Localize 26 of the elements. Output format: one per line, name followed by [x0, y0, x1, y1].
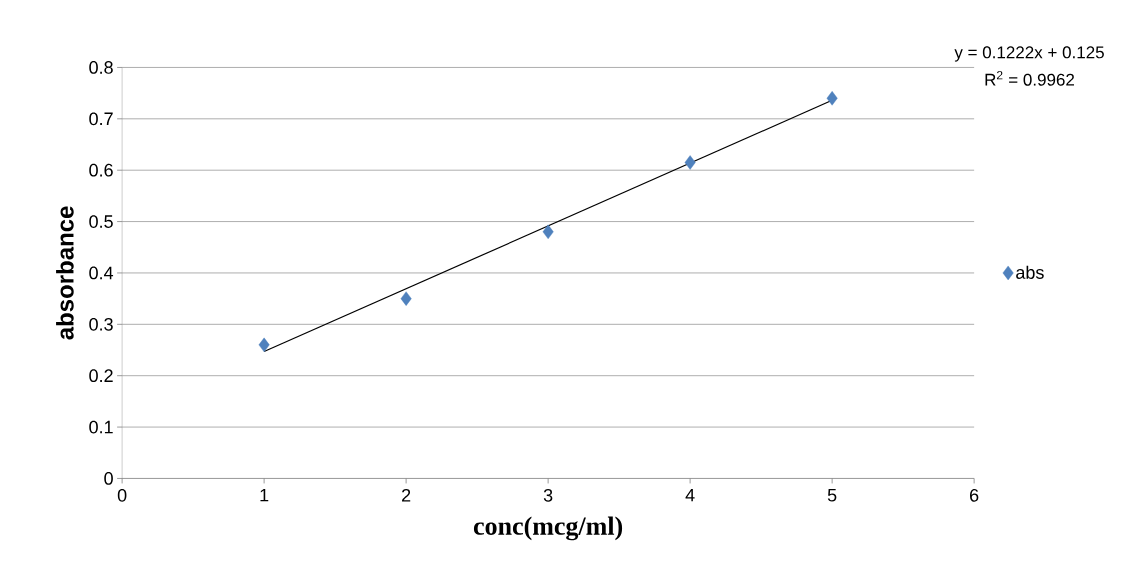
text: R$^{2}$ = 0.9962: [985, 70, 1075, 86]
text: y = 0.1222x + 0.125: [954, 46, 1104, 62]
x-tick-label: 6: [970, 488, 979, 502]
y-tick-label: 0.6: [89, 163, 113, 177]
y-tick-label: 0.2: [89, 369, 113, 383]
y-tick-label: 0.3: [89, 317, 113, 331]
x-tick-label: 5: [827, 488, 837, 502]
legend-label: abs: [1016, 265, 1044, 279]
x-tick-label: 0: [117, 488, 127, 502]
point: [542, 224, 554, 240]
y-tick-label: 0.5: [89, 215, 113, 228]
y-tick-label: 0.1: [89, 420, 113, 434]
x-axis-title: conc(mcg/ml): [473, 516, 623, 541]
y-tick-label: 0.8: [89, 61, 113, 74]
x-tick-label: 3: [543, 488, 553, 502]
y-tick-label: 0: [104, 472, 113, 485]
y-tick-label: 0.4: [89, 266, 114, 280]
x-tick-label: 2: [402, 488, 411, 502]
y-axis-title: absorbance: [56, 206, 74, 340]
y-tick-label: 0.7: [89, 112, 113, 126]
point: [258, 337, 270, 353]
point: [684, 155, 696, 170]
point: [400, 291, 412, 306]
x-tick-label: 4: [685, 488, 695, 502]
point: [826, 91, 838, 106]
x-tick-label: 1: [260, 488, 269, 502]
